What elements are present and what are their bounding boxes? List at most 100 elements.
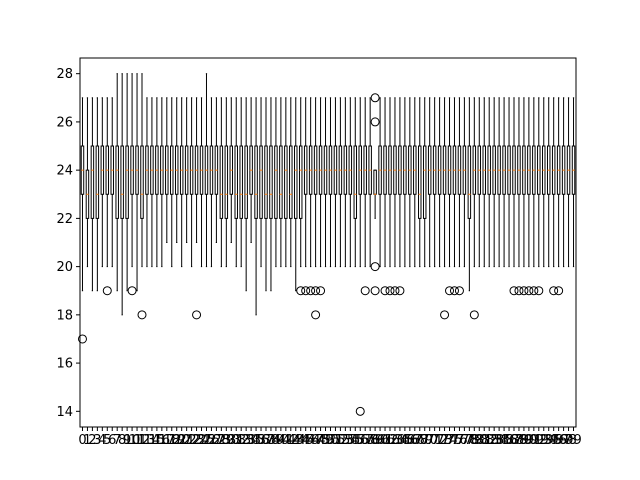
- x-tick-label: 71: [426, 433, 443, 448]
- box-group: [472, 97, 477, 268]
- x-tick-label: 90: [521, 433, 538, 448]
- x-tick-label: 42: [283, 433, 300, 448]
- box-group: [85, 97, 90, 268]
- x-tick-label: 23: [188, 433, 205, 448]
- x-tick-label: 8: [118, 433, 126, 448]
- x-tick-label: 4: [98, 433, 106, 448]
- x-tick-label: 39: [268, 433, 285, 448]
- box-group: [561, 97, 566, 268]
- x-tick-label: 24: [193, 433, 210, 448]
- fliers-layer: [77, 93, 564, 416]
- box-group: [219, 97, 224, 268]
- box-group: [160, 97, 164, 268]
- x-tick-label: 73: [436, 433, 453, 448]
- box-group: [477, 97, 482, 268]
- flier-point: [306, 286, 316, 296]
- x-tick-label: 46: [302, 433, 319, 448]
- box-group: [303, 97, 308, 268]
- x-tick-label: 38: [263, 433, 280, 448]
- x-tick-label: 25: [198, 433, 215, 448]
- box-group: [383, 97, 387, 268]
- flier-point: [445, 286, 455, 296]
- box-group: [189, 97, 194, 268]
- x-tick-label: 78: [461, 433, 478, 448]
- x-tick-label: 45: [297, 433, 314, 448]
- x-tick-label: 49: [317, 433, 334, 448]
- x-tick-label: 82: [481, 433, 498, 448]
- box-group: [308, 97, 313, 268]
- x-tick-label: 62: [382, 433, 399, 448]
- box-group: [145, 97, 149, 268]
- box-group: [239, 97, 243, 268]
- x-tick-label: 43: [287, 433, 304, 448]
- box-body: [418, 145, 422, 219]
- box-group: [358, 97, 362, 268]
- x-tick-label: 17: [159, 433, 176, 448]
- x-tick-label: 77: [456, 433, 473, 448]
- box-group: [150, 97, 154, 268]
- box-group: [566, 97, 571, 268]
- box-group: [254, 97, 258, 316]
- box-body: [279, 145, 283, 219]
- box-group: [328, 97, 333, 268]
- box-body: [467, 145, 472, 219]
- box-group: [318, 97, 323, 268]
- box-group: [194, 97, 199, 243]
- x-tick-label: 35: [248, 433, 265, 448]
- box-group: [348, 97, 353, 268]
- flier-point: [102, 286, 112, 296]
- x-tick-label: 66: [402, 433, 419, 448]
- flier-point: [77, 334, 87, 344]
- x-tick-label: 3: [93, 433, 101, 448]
- x-tick-label: 40: [273, 433, 290, 448]
- x-tick-label: 6: [108, 433, 116, 448]
- x-tick-label: 29: [218, 433, 235, 448]
- flier-point: [440, 310, 450, 320]
- axes-frame: [79, 57, 577, 428]
- x-tick-label: 95: [545, 433, 562, 448]
- x-tick-label: 57: [357, 433, 374, 448]
- flier-point: [296, 286, 306, 296]
- x-tick-label: 21: [178, 433, 195, 448]
- box-group: [457, 97, 462, 268]
- flier-point: [524, 286, 534, 296]
- x-tick-label: 22: [183, 433, 200, 448]
- flier-point: [449, 286, 459, 296]
- x-tick-label: 91: [526, 433, 543, 448]
- y-tick-label: 28: [56, 67, 73, 82]
- x-tick-label: 50: [322, 433, 339, 448]
- x-tick-label: 84: [491, 433, 508, 448]
- x-tick-label: 83: [486, 433, 503, 448]
- x-tick-label: 92: [531, 433, 548, 448]
- box-body: [254, 145, 258, 219]
- x-tick-label: 79: [466, 433, 483, 448]
- box-body: [294, 145, 298, 219]
- x-tick-label: 99: [565, 433, 582, 448]
- box-group: [368, 97, 372, 268]
- x-tick-label: 51: [327, 433, 344, 448]
- box-group: [264, 97, 268, 292]
- box-group: [294, 97, 298, 292]
- x-tick-label: 28: [213, 433, 230, 448]
- box-group: [80, 97, 85, 292]
- box-body: [244, 145, 248, 219]
- box-body: [274, 145, 278, 219]
- box-group: [447, 97, 452, 268]
- flier-point: [311, 310, 321, 320]
- box-group: [165, 97, 169, 243]
- flier-point: [370, 117, 380, 127]
- x-tick-label: 93: [535, 433, 552, 448]
- x-tick-label: 18: [163, 433, 180, 448]
- flier-point: [514, 286, 524, 296]
- flier-point: [355, 406, 365, 416]
- y-tick-label: 20: [56, 260, 73, 275]
- box-group: [259, 97, 263, 268]
- box-group: [229, 97, 234, 243]
- x-tick-label: 54: [342, 433, 359, 448]
- x-tick-label: 41: [278, 433, 295, 448]
- x-tick-label: 53: [337, 433, 354, 448]
- x-tick-label: 47: [307, 433, 324, 448]
- box-group: [343, 97, 348, 268]
- box-group: [298, 97, 303, 268]
